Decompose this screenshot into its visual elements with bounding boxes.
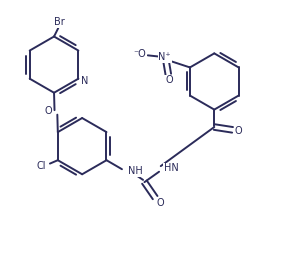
Text: O: O xyxy=(235,126,242,136)
Text: O: O xyxy=(165,75,173,85)
Text: N⁺: N⁺ xyxy=(158,52,171,62)
Text: ⁻O: ⁻O xyxy=(134,49,146,59)
Text: N: N xyxy=(81,76,88,86)
Text: HN: HN xyxy=(164,163,178,173)
Text: NH: NH xyxy=(128,166,142,176)
Text: Br: Br xyxy=(54,17,65,27)
Text: O: O xyxy=(156,198,164,208)
Text: O: O xyxy=(44,106,52,116)
Text: Cl: Cl xyxy=(36,161,46,171)
